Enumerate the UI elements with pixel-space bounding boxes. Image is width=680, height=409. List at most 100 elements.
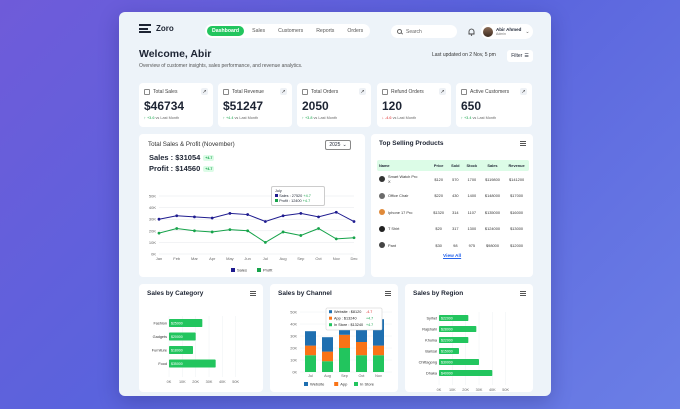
- product-name-cell: Iphone 17 Pro: [377, 204, 430, 221]
- product-name: Smart Watch Pro X: [388, 174, 418, 185]
- user-menu[interactable]: Abir Ahmed Admin ⌄: [481, 24, 533, 39]
- x-tick-label: 30K: [476, 388, 483, 392]
- table-row[interactable]: Pant $30 98 975 $98000 $12000: [377, 237, 529, 254]
- kpi-note: vs Last Month: [313, 116, 338, 120]
- bar-segment-in-store: [339, 348, 350, 372]
- y-tick-label: 0K: [151, 252, 156, 257]
- product-sold-cell: 317: [452, 226, 459, 232]
- y-tick-label: 20K: [290, 346, 297, 350]
- arrow-up-right-icon[interactable]: ↗: [280, 88, 287, 95]
- sales-by-channel-card: Sales by Channel 0K 10K 20K 30K 40K 50K Jul Aug…: [270, 284, 398, 392]
- kpi-title: Active Customers: [470, 89, 510, 95]
- data-point: [228, 228, 232, 232]
- top-nav: Dashboard Sales Customers Reports Orders: [205, 24, 371, 38]
- bar-value-label: $15000: [441, 349, 453, 353]
- data-point: [246, 229, 250, 233]
- arrow-up-right-icon[interactable]: ↗: [520, 88, 527, 95]
- arrow-up-right-icon[interactable]: ↗: [359, 88, 366, 95]
- product-name: Iphone 17 Pro: [388, 209, 413, 215]
- product-revenue-cell: $141200: [509, 176, 525, 182]
- app-logo[interactable]: Zoro: [139, 24, 174, 33]
- x-tick-label: 20K: [462, 388, 469, 392]
- last-updated: Last updated on 2 Nov, 5 pm: [432, 52, 496, 58]
- search-input[interactable]: Search: [391, 25, 457, 38]
- product-price-cell: $220: [434, 193, 443, 199]
- filter-label: Filter: [511, 53, 523, 59]
- column-header[interactable]: Price: [429, 160, 448, 171]
- product-sales-cell: $124000: [484, 226, 501, 232]
- bar-segment-website: [373, 319, 384, 346]
- bar-segment-in-store: [322, 361, 333, 372]
- product-sales-cell: $148000: [484, 193, 501, 199]
- product-stock-cell: 975: [468, 242, 476, 248]
- menu-icon[interactable]: [520, 291, 526, 296]
- column-header[interactable]: Name: [377, 160, 430, 171]
- kpi-card-total-sales[interactable]: Total Sales ↗ $46734 ↑ +3.6 vs Last Mont…: [139, 83, 213, 127]
- product-price-cell: $120: [434, 176, 443, 182]
- legend-swatch: [257, 268, 261, 272]
- tooltip-change: +4.7: [366, 323, 373, 327]
- kpi-card-active-customers[interactable]: Active Customers ↗ 650 ↑ +3.4 vs Last Mo…: [456, 83, 532, 127]
- sales-by-channel-chart: 0K 10K 20K 30K 40K 50K Jul Aug Sep Oct Nov Website …: [290, 307, 392, 387]
- menu-icon[interactable]: [520, 141, 526, 146]
- product-sold-cell: 570: [452, 176, 459, 182]
- table-row[interactable]: Smart Watch Pro X $120 570 1700 $119800 $1412…: [377, 171, 529, 188]
- kpi-card-refund-orders[interactable]: Refund Orders ↗ 120 ↓ -4.6 vs Last Month: [377, 83, 451, 127]
- nav-sales[interactable]: Sales: [252, 28, 266, 34]
- menu-icon[interactable]: [250, 291, 256, 296]
- data-point: [246, 213, 250, 216]
- column-header[interactable]: Revenue: [504, 160, 529, 171]
- kpi-card-total-revenue[interactable]: Total Revenue ↗ $51247 ↑ +4.4 vs Last Mo…: [218, 83, 292, 127]
- product-name-cell: Smart Watch Pro X: [377, 171, 430, 188]
- view-all-link[interactable]: View All: [443, 254, 462, 259]
- filter-button[interactable]: Filter ☰: [507, 50, 533, 62]
- x-tick-label: Apr: [209, 256, 216, 261]
- legend-label: In Store: [360, 382, 375, 387]
- y-tick-label: 30K: [290, 334, 297, 338]
- bar-segment-website: [356, 327, 367, 342]
- table-row[interactable]: T Shirt $20 317 1300 $124000 $13000: [377, 221, 529, 238]
- kpi-note: vs Last Month: [234, 116, 259, 120]
- product-revenue-cell: $13000: [510, 226, 524, 232]
- arrow-up-right-icon[interactable]: ↗: [201, 88, 208, 95]
- sales-profit-line-chart: 0K 10K 20K 30K 40K 50K Jan Feb Mar Apr May Jun Jul Au…: [149, 194, 358, 273]
- y-tick-label: 0K: [292, 370, 297, 374]
- column-header[interactable]: Sold: [447, 160, 463, 171]
- table-row[interactable]: Office Chair $220 430 1400 $148000 $17000: [377, 188, 529, 205]
- column-header[interactable]: Sales: [480, 160, 505, 171]
- product-price-cell: $20: [435, 226, 442, 232]
- nav-reports[interactable]: Reports: [316, 28, 335, 34]
- kpi-value: $51247: [223, 99, 264, 113]
- x-tick-label: Feb: [173, 256, 181, 261]
- bar-segment-in-store: [305, 355, 316, 372]
- product-stock-cell: 1400: [467, 193, 477, 199]
- year-select[interactable]: 2025 ⌄: [325, 140, 351, 150]
- notification-button[interactable]: [465, 26, 477, 38]
- year-value: 2025: [329, 142, 341, 148]
- chevron-down-icon: ⌄: [525, 28, 530, 35]
- page-subtitle: Overview of customer insights, sales per…: [139, 63, 303, 69]
- column-header[interactable]: Stock: [462, 160, 481, 171]
- table-row[interactable]: Iphone 17 Pro $1320 314 1107 $135000 $16000: [377, 204, 529, 221]
- product-revenue-cell: $16000: [510, 209, 524, 215]
- chart-title: Total Sales & Profit (November): [148, 141, 235, 148]
- filter-icon: ☰: [524, 53, 529, 59]
- bar-segment-website: [322, 337, 333, 352]
- bar: [169, 332, 196, 341]
- kpi-title: Refund Orders: [391, 89, 424, 95]
- legend-swatch: [329, 310, 332, 314]
- x-tick-label: 30K: [206, 380, 213, 384]
- nav-orders[interactable]: Orders: [347, 28, 364, 34]
- kpi-card-total-orders[interactable]: Total Orders ↗ 2050 ↑ +3.8 vs Last Month: [297, 83, 371, 127]
- nav-dashboard[interactable]: Dashboard: [207, 26, 245, 36]
- x-tick-label: 10K: [179, 380, 186, 384]
- menu-icon[interactable]: [385, 291, 391, 296]
- arrow-up-right-icon[interactable]: ↗: [439, 88, 446, 95]
- category-label: Chittagong: [419, 360, 437, 364]
- kpi-title: Total Orders: [311, 89, 339, 95]
- series-line-profit: [158, 227, 355, 243]
- x-tick-label: Sep: [297, 256, 305, 261]
- x-tick-label: Nov: [333, 256, 340, 261]
- data-point: [175, 227, 179, 230]
- nav-customers[interactable]: Customers: [278, 28, 304, 34]
